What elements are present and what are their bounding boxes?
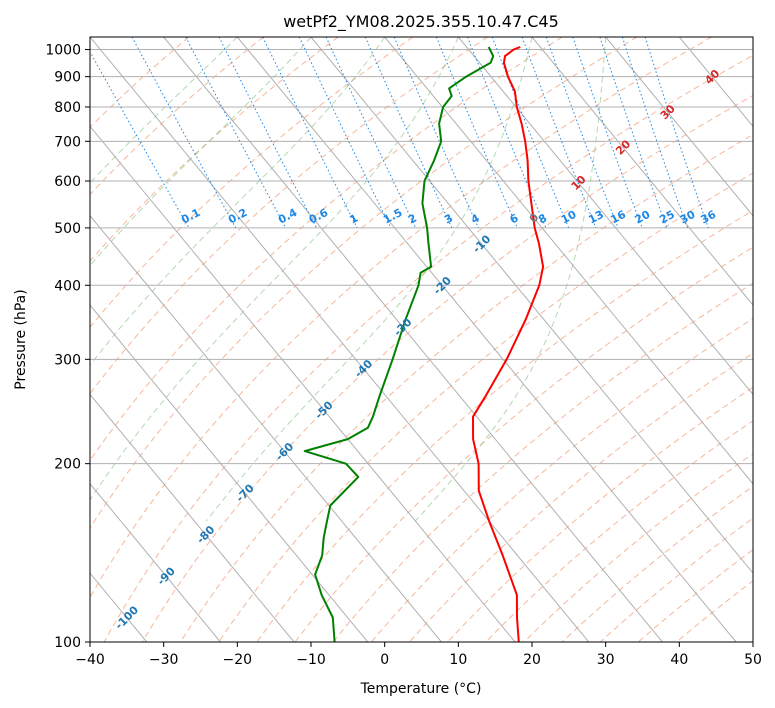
dry-adiabat-line [371, 317, 753, 642]
x-tick-label: 30 [597, 652, 615, 668]
x-tick-label: −20 [223, 652, 253, 668]
dry-adiabats [90, 37, 753, 642]
y-tick-label: 100 [54, 635, 81, 651]
moist-adiabat-line [90, 37, 386, 367]
mixing-ratio-line [599, 37, 668, 229]
dry-adiabat-line [90, 37, 638, 530]
mixing-ratio-line [644, 37, 709, 229]
dry-adiabat-line [409, 352, 753, 642]
dry-adiabat-line [90, 37, 563, 462]
mixing-ratio-line [325, 37, 417, 229]
mixing-ratio-lines [90, 37, 709, 229]
isotherm-line [90, 37, 590, 642]
x-tick-label: −10 [296, 652, 326, 668]
dry-adiabat-line [485, 420, 753, 642]
isotherm-line [90, 214, 442, 642]
dewpoint-profile-line [303, 46, 495, 642]
isotherm-line [163, 37, 663, 642]
dry-adiabat-line [103, 54, 753, 642]
moist-adiabat-line [414, 37, 607, 522]
y-axis: 1000 900 800 700 600 500 400 300 200 100 [45, 43, 90, 651]
isotherm-line [531, 37, 753, 306]
x-axis-label: Temperature (°C) [360, 681, 482, 697]
isotherm-line [90, 125, 516, 642]
x-tick-label: 50 [744, 652, 762, 668]
y-tick-label: 900 [54, 70, 81, 86]
y-tick-label: 1000 [45, 43, 81, 59]
y-tick-label: 700 [54, 134, 81, 150]
y-tick-label: 200 [54, 457, 81, 473]
sounding-profiles [303, 46, 545, 642]
mixing-ratio-label: 10 [559, 208, 579, 227]
mixing-ratio-label: 30 [678, 208, 698, 227]
mixing-ratio-line [298, 37, 392, 229]
temperature-profile-line [472, 46, 545, 642]
isotherms [90, 37, 753, 642]
mixing-ratio-label: 13 [586, 208, 606, 227]
x-tick-label: 20 [523, 652, 541, 668]
x-axis: −40 −30 −20 −10 0 10 20 30 40 50 [75, 642, 762, 668]
mixing-ratio-line [572, 37, 643, 229]
mixing-ratio-line [435, 37, 518, 229]
x-tick-label: 10 [449, 652, 467, 668]
plot-area: -100-90-80-70-60-50-40-30-20-10010203040… [90, 37, 753, 642]
mixing-ratio-labels: 0.1 0.2 0.4 0.6 1 1.5 2 3 4 6 8 10 13 16 20 25 30 36 [179, 206, 718, 227]
isotherm-line [90, 483, 221, 642]
y-tick-label: 500 [54, 221, 81, 237]
isotherm-line [605, 37, 753, 217]
dry-adiabat-line [294, 246, 753, 642]
isotherm-line [457, 37, 753, 396]
isotherm-line [236, 37, 737, 642]
y-tick-label: 400 [54, 278, 81, 294]
dry-adiabat-line [218, 172, 753, 642]
x-tick-label: −30 [149, 652, 179, 668]
x-tick-label: 40 [670, 652, 688, 668]
mixing-ratio-label: 25 [657, 208, 677, 227]
chart-title: wetPf2_YM08.2025.355.10.47.C45 [283, 12, 559, 32]
dry-adiabat-line [447, 386, 753, 642]
mixing-ratio-line [90, 50, 190, 229]
y-axis-label: Pressure (hPa) [13, 289, 29, 389]
mixing-ratio-line [621, 37, 688, 229]
dry-adiabat-line [90, 37, 712, 599]
dry-adiabat-line [332, 282, 753, 642]
mixing-ratio-label: 16 [608, 208, 628, 227]
dry-adiabat-line [90, 37, 264, 196]
plot-frame [89, 36, 754, 643]
x-tick-label: 0 [380, 652, 389, 668]
isotherm-line [384, 37, 753, 485]
isobars [90, 49, 753, 642]
dry-adiabat-line [90, 37, 488, 395]
isotherm-line [90, 304, 369, 642]
mixing-ratio-label: 20 [633, 208, 653, 227]
dry-adiabat-line [180, 133, 753, 642]
isotherm-line [90, 393, 295, 642]
y-tick-label: 800 [54, 100, 81, 116]
moist-adiabat-line [90, 37, 238, 184]
mixing-ratio-line [364, 37, 453, 229]
isotherm-line [310, 37, 753, 574]
x-tick-label: −40 [75, 652, 105, 668]
dry-adiabat-line [141, 94, 753, 642]
y-tick-label: 300 [54, 352, 81, 368]
mixing-ratio-line [262, 37, 358, 229]
mixing-ratio-label: 36 [699, 208, 719, 227]
y-tick-label: 600 [54, 174, 81, 190]
mixing-ratio-line [131, 37, 237, 229]
